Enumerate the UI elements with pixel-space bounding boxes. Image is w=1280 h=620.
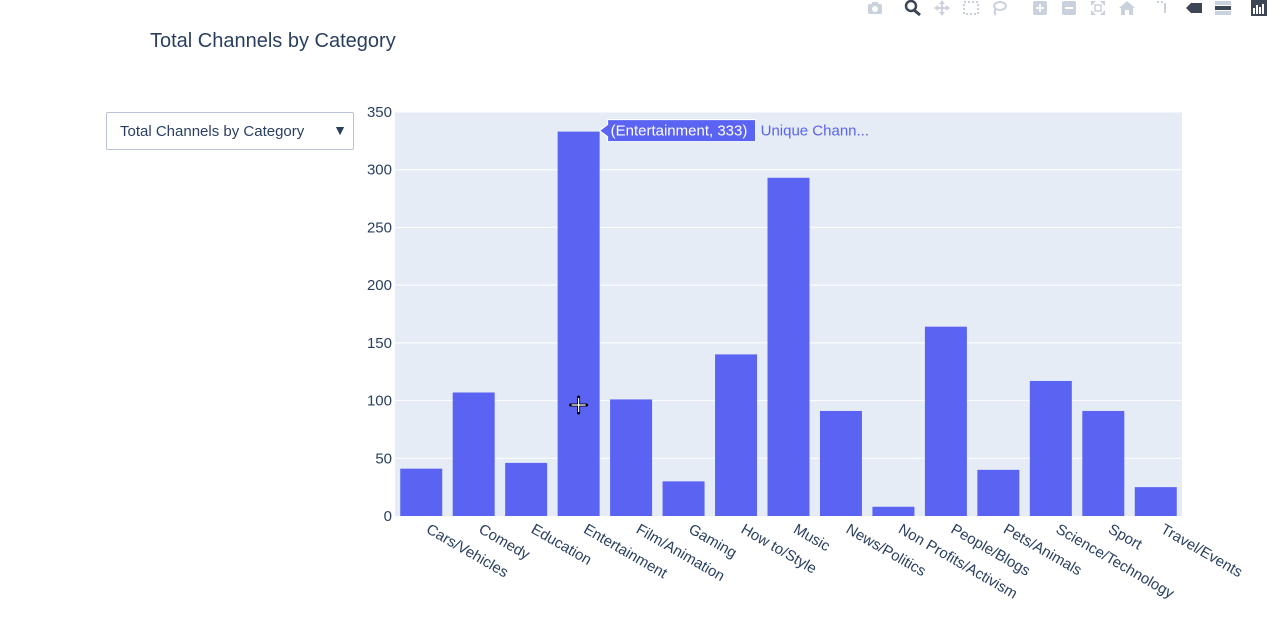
y-tick-label: 0 [384, 508, 392, 525]
home-icon[interactable] [1118, 0, 1136, 16]
hover-trace-name: Unique Chann... [761, 123, 869, 140]
y-tick-label: 50 [375, 450, 392, 467]
bar[interactable] [767, 177, 810, 516]
bar[interactable] [400, 468, 443, 516]
bar[interactable] [819, 410, 862, 516]
bar[interactable] [977, 469, 1020, 516]
spike-lines-icon[interactable] [1152, 0, 1170, 16]
zoom-icon[interactable] [904, 0, 922, 16]
hover-box [598, 119, 757, 143]
pan-icon[interactable] [933, 0, 951, 16]
bars [400, 131, 1177, 516]
bar[interactable] [662, 481, 705, 516]
y-tick-label: 300 [367, 162, 392, 179]
bar[interactable] [1134, 487, 1177, 516]
y-axis-ticks: 0 50 100 150 200 250 300 350 [367, 104, 392, 525]
bar[interactable] [1082, 410, 1125, 516]
chart-title: Total Channels by Category [150, 30, 396, 52]
zoom-in-icon[interactable] [1031, 0, 1049, 16]
chart-selector-dropdown[interactable]: Total Channels by Category ▼ [106, 112, 354, 150]
hover-label: (Entertainment, 333) [611, 123, 748, 140]
x-tick-label: Film/Animation [633, 521, 727, 585]
dropdown-arrow-icon: ▼ [333, 122, 347, 138]
hover-compare-icon[interactable] [1214, 0, 1232, 16]
dropdown-selected-label: Total Channels by Category [120, 123, 305, 140]
bar[interactable] [924, 326, 967, 516]
zoom-out-icon[interactable] [1060, 0, 1078, 16]
x-tick-label: Travel/Events [1158, 521, 1245, 581]
bar[interactable] [557, 131, 600, 516]
hover-tooltip: (Entertainment, 333) Unique Chann... [598, 119, 869, 143]
box-select-icon[interactable] [962, 0, 980, 16]
bar[interactable] [505, 462, 548, 516]
y-tick-label: 200 [367, 277, 392, 294]
y-tick-label: 350 [367, 104, 392, 121]
bar[interactable] [610, 399, 653, 516]
crosshair-cursor-icon [569, 395, 589, 415]
modebar [860, 0, 1280, 16]
autoscale-icon[interactable] [1089, 0, 1107, 16]
lasso-icon[interactable] [990, 0, 1008, 16]
y-tick-label: 250 [367, 219, 392, 236]
plotly-logo-icon[interactable] [1250, 0, 1268, 16]
bar[interactable] [1029, 380, 1072, 516]
bar[interactable] [715, 354, 758, 516]
hover-closest-icon[interactable] [1185, 0, 1203, 16]
y-tick-label: 150 [367, 335, 392, 352]
bar[interactable] [872, 506, 915, 516]
y-tick-label: 100 [367, 393, 392, 410]
bar[interactable] [452, 392, 495, 516]
camera-icon[interactable] [866, 0, 884, 16]
x-axis-ticks: Cars/VehiclesComedyEducationEntertainmen… [423, 521, 1245, 603]
